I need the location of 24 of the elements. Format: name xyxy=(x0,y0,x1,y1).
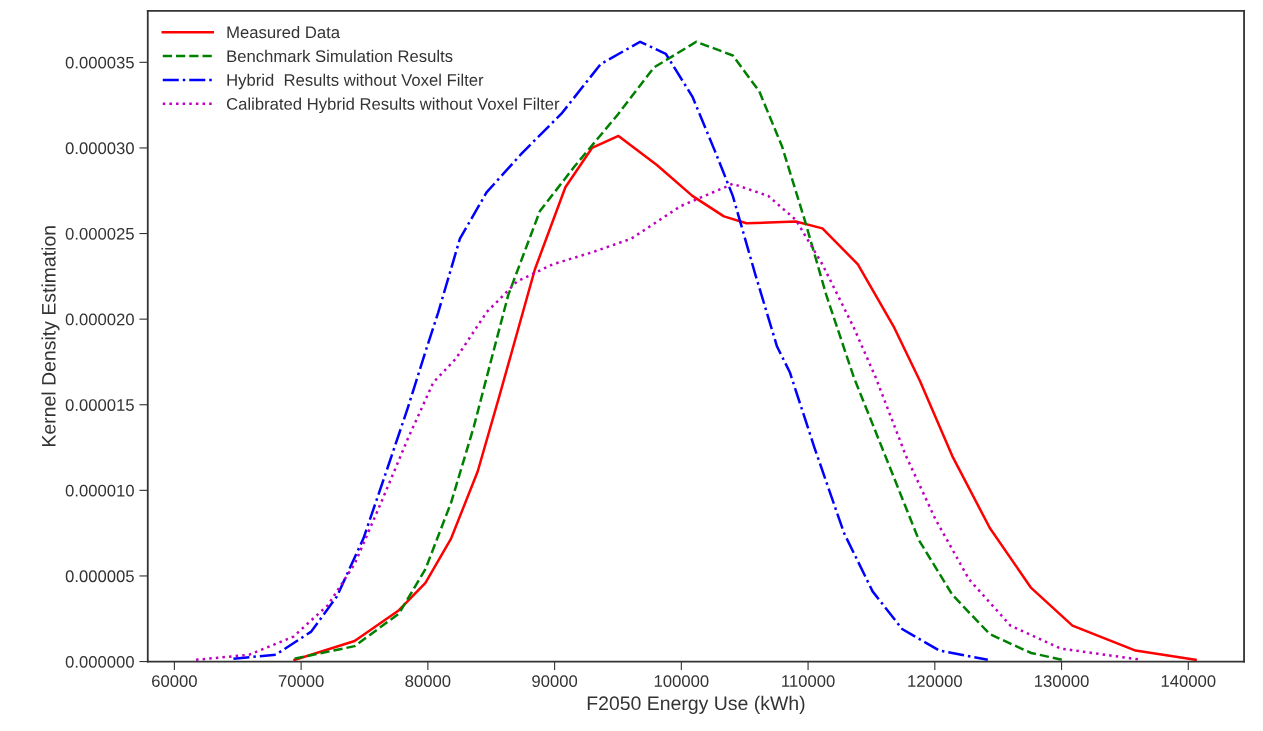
y-tick-label: 0.000020 xyxy=(65,313,134,326)
legend-label: Hybrid Results without Voxel Filter xyxy=(227,73,484,90)
x-tick-label: 80000 xyxy=(405,675,451,687)
x-tick-label: 60000 xyxy=(152,675,197,687)
legend-label: Benchmark Simulation Results xyxy=(227,49,453,63)
x-tick-label: 70000 xyxy=(278,675,324,687)
y-tick-label: 0.000005 xyxy=(65,570,134,583)
y-tick-label: 0.000010 xyxy=(65,484,134,497)
legend-label: Measured Data xyxy=(227,25,341,39)
y-tick-label: 0.000035 xyxy=(65,56,134,69)
x-tick-label: 100000 xyxy=(654,675,709,687)
line-series xyxy=(293,134,1197,662)
y-tick-label: 0.000015 xyxy=(65,399,134,411)
x-axis-title: F2050 Energy Use (kWh) xyxy=(587,695,805,714)
y-axis-title: Kernel Density Estimation xyxy=(41,226,60,446)
x-tick-label: 110000 xyxy=(782,675,835,687)
x-tick-label: 140000 xyxy=(1161,675,1216,687)
y-tick-label: 0.000025 xyxy=(65,227,134,240)
legend-label: Calibrated Hybrid Results without Voxel Filter xyxy=(226,97,560,114)
x-tick-label: 130000 xyxy=(1035,675,1089,687)
x-tick-label: 90000 xyxy=(532,675,578,687)
x-tick-label: 120000 xyxy=(908,675,962,687)
y-tick-label: 0.000030 xyxy=(65,142,134,155)
y-tick-label: 0.000000 xyxy=(65,655,134,668)
